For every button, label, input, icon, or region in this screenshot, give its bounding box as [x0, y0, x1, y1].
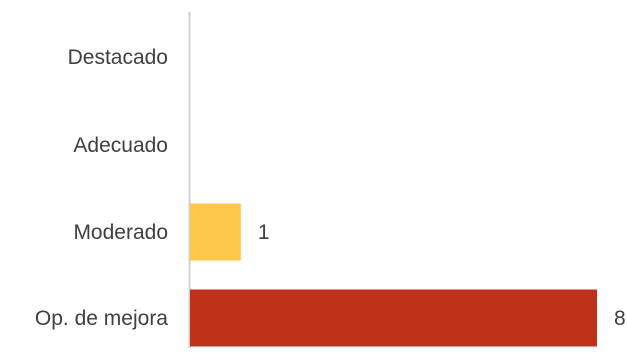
category-label-2: Moderado	[73, 221, 168, 244]
bar-3	[190, 289, 597, 347]
category-label-3: Op. de mejora	[35, 307, 168, 330]
bar-2	[190, 203, 241, 261]
category-label-0: Destacado	[68, 46, 168, 69]
data-label-2: 1	[258, 221, 270, 244]
category-label-1: Adecuado	[73, 134, 168, 157]
category-labels: Destacado Adecuado Moderado Op. de mejora	[35, 46, 168, 330]
data-label-3: 8	[614, 307, 626, 330]
bars-group	[190, 203, 597, 347]
data-labels: 18	[258, 221, 626, 330]
